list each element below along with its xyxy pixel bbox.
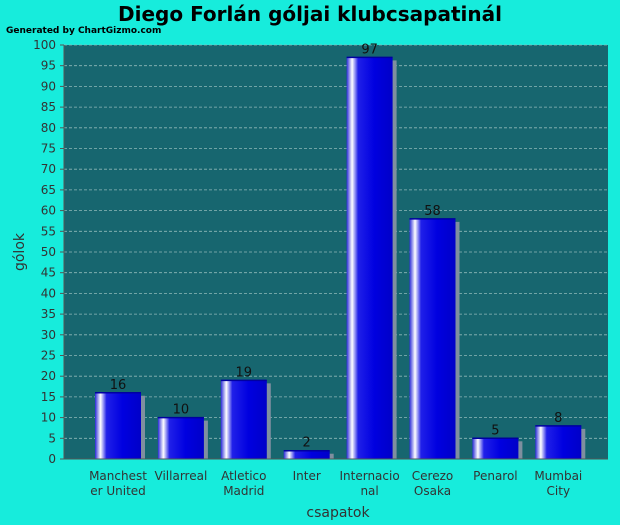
y-tick-label: 35	[41, 307, 56, 321]
y-tick-label: 60	[41, 204, 56, 218]
data-label: 97	[361, 42, 378, 57]
x-tick-label: Penarol	[473, 469, 518, 483]
y-tick-label: 15	[41, 390, 56, 404]
x-tick-label: Inter	[293, 469, 321, 483]
y-tick-label: 25	[41, 349, 56, 363]
y-tick-label: 85	[41, 100, 56, 114]
y-tick-label: 20	[41, 369, 56, 383]
y-tick-label: 10	[41, 411, 56, 425]
x-tick-label: Manchest	[89, 469, 147, 483]
bar	[220, 380, 267, 459]
data-label: 16	[110, 378, 127, 393]
y-tick-label: 50	[41, 245, 56, 259]
x-tick-label: er United	[90, 484, 146, 498]
y-tick-label: 55	[41, 224, 56, 238]
y-axis-title: gólok	[12, 232, 28, 271]
bar	[157, 417, 204, 459]
y-tick-label: 75	[41, 142, 56, 156]
y-tick-label: 65	[41, 183, 56, 197]
y-tick-label: 5	[48, 431, 56, 445]
y-tick-label: 95	[41, 59, 56, 73]
bar	[409, 218, 456, 459]
data-label: 58	[424, 204, 441, 219]
bar	[472, 438, 519, 459]
y-tick-label: 90	[41, 79, 56, 93]
x-tick-label: Atletico	[221, 469, 266, 483]
y-tick-label: 80	[41, 121, 56, 135]
x-tick-label: Osaka	[414, 484, 451, 498]
data-label: 8	[554, 411, 562, 426]
y-tick-label: 100	[33, 38, 56, 52]
y-tick-label: 70	[41, 162, 56, 176]
x-tick-label: Villarreal	[155, 469, 208, 483]
x-tick-label: Internacio	[340, 469, 400, 483]
x-tick-label: Madrid	[223, 484, 264, 498]
bar	[95, 392, 141, 459]
bar	[283, 450, 330, 459]
credit-text: Generated by ChartGizmo.com	[6, 26, 162, 36]
x-axis-title: csapatok	[306, 505, 370, 521]
bar	[346, 57, 393, 460]
y-tick-label: 40	[41, 286, 56, 300]
bar	[535, 425, 582, 459]
data-label: 5	[491, 423, 499, 438]
data-label: 2	[303, 436, 311, 451]
y-tick-label: 45	[41, 266, 56, 280]
data-label: 10	[173, 403, 190, 418]
x-tick-label: City	[547, 484, 571, 498]
y-tick-label: 30	[41, 328, 56, 342]
x-tick-label: Mumbai	[534, 469, 582, 483]
x-tick-label: Cerezo	[412, 469, 453, 483]
chart-title: Diego Forlán góljai klubcsapatinál	[118, 2, 502, 26]
x-tick-label: nal	[360, 484, 378, 498]
y-tick-label: 0	[48, 452, 56, 466]
data-label: 19	[236, 365, 253, 380]
